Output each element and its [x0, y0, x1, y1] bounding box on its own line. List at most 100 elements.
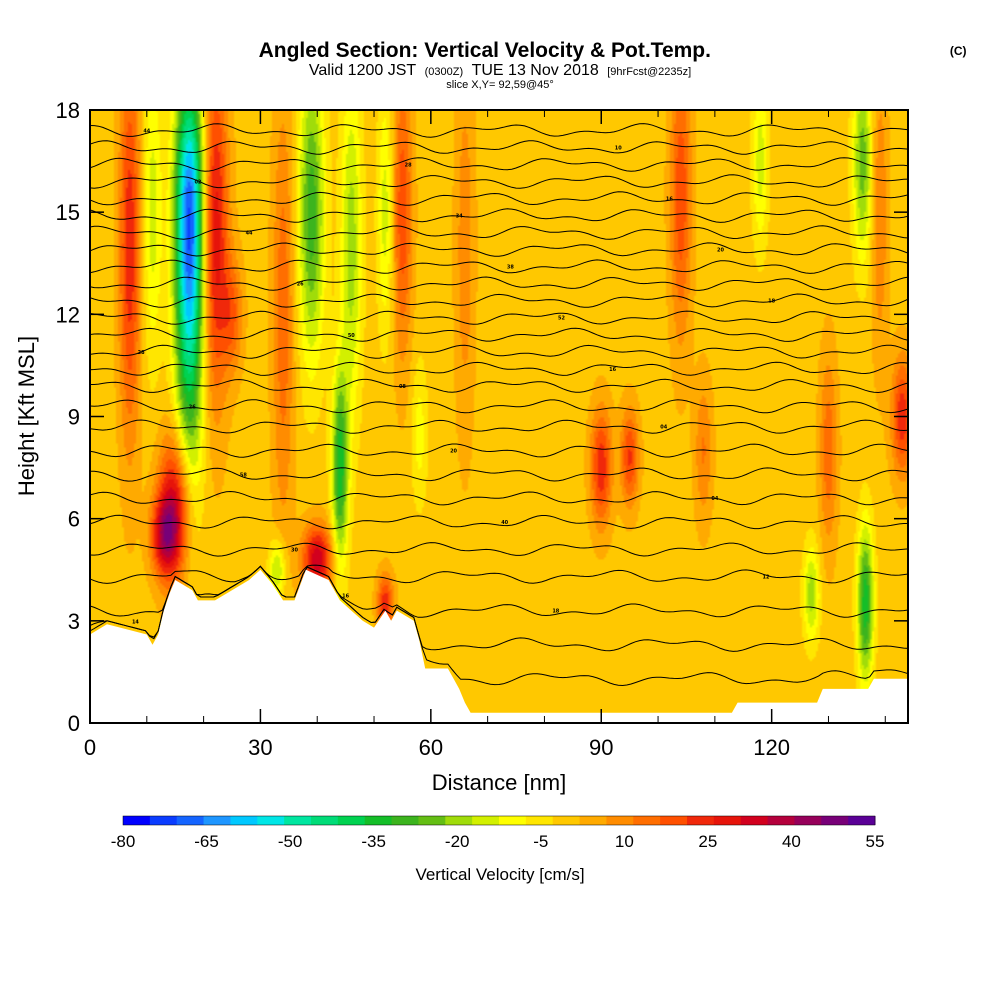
- isentrope-line: [90, 443, 908, 458]
- colorbar-tick-label: -65: [194, 832, 219, 851]
- isentrope-label: 12: [763, 575, 770, 581]
- isentrope-label: 04: [660, 425, 667, 431]
- isentrope-layer: 14 16 18 12 30 40 04 58 20 04 26 08 16 28 50 52 18 26 38 20…: [90, 123, 908, 687]
- isentrope-line: [90, 419, 908, 434]
- isentrope-label: 16: [609, 367, 616, 373]
- slice-label: slice X,Y= 92,59@45°: [446, 79, 554, 91]
- colorbar-tick-label: 55: [866, 832, 885, 851]
- y-axis: 0 3 6 9 12 15 18: [56, 98, 908, 736]
- colorbar-swatch: [687, 816, 715, 825]
- colorbar-swatch: [149, 816, 178, 825]
- colorbar-swatch: [848, 816, 876, 825]
- isentrope-label: 28: [405, 162, 412, 168]
- x-tick-label: 90: [589, 735, 613, 760]
- valid-date: TUE 13 Nov 2018: [472, 62, 599, 79]
- plot-area: 1416181230400458200426081628505218263820…: [56, 98, 909, 760]
- isentrope-label: 38: [507, 265, 514, 271]
- colorbar-swatch: [552, 816, 581, 825]
- colorbar-swatch: [230, 816, 258, 825]
- chart-title: Angled Section: Vertical Velocity & Pot.…: [259, 39, 711, 62]
- y-tick-label: 18: [56, 98, 80, 123]
- colorbar-swatch: [525, 816, 554, 825]
- isentrope-label: 50: [348, 333, 355, 339]
- y-tick-label: 12: [56, 302, 80, 327]
- isentrope-line: [90, 399, 908, 414]
- isentrope-label: 08: [399, 384, 406, 390]
- colorbar-swatch: [767, 816, 795, 825]
- colorbar-tick-label: -50: [278, 832, 303, 851]
- isentrope-line: [90, 327, 908, 342]
- y-tick-label: 6: [68, 507, 80, 532]
- colorbar-swatch: [740, 816, 769, 825]
- isentrope-line: [90, 293, 908, 308]
- isentrope-label: 02: [194, 180, 201, 186]
- colorbar-swatch: [311, 816, 339, 825]
- x-tick-label: 60: [419, 735, 443, 760]
- isentrope-label: 16: [342, 593, 349, 599]
- isentrope-line: [90, 225, 908, 240]
- colorbar-swatch: [794, 816, 822, 825]
- isentrope-label: 44: [143, 128, 150, 134]
- isentrope-label: 34: [456, 214, 463, 220]
- colorbar-swatch: [579, 816, 607, 825]
- colorbar-swatch: [176, 816, 205, 825]
- isentrope-label: 18: [768, 299, 775, 305]
- colorbar-swatch: [123, 816, 151, 825]
- isentrope-line: [90, 174, 908, 189]
- colorbar-tick-label: 40: [782, 832, 801, 851]
- isentrope-line: [90, 123, 908, 138]
- isentrope-line: [90, 208, 908, 223]
- colorbar-swatch: [499, 816, 527, 825]
- isentrope-label: 40: [501, 520, 508, 526]
- x-tick-label: 120: [753, 735, 790, 760]
- isentrope-label: 10: [615, 145, 622, 151]
- isentrope-line: [90, 361, 908, 376]
- isentrope-label: 14: [132, 619, 139, 625]
- colorbar-swatch: [257, 816, 285, 825]
- valid-utc: (0300Z): [425, 66, 464, 78]
- isentrope-label: 30: [291, 547, 298, 553]
- y-tick-label: 0: [68, 711, 80, 736]
- colorbar-swatch: [203, 816, 231, 825]
- y-tick-label: 15: [56, 200, 80, 225]
- colorbar-swatch: [364, 816, 393, 825]
- isentrope-line: [90, 140, 908, 155]
- terrain: [90, 569, 908, 723]
- colorbar: -80 -65 -50 -35 -20 -5 10 25 40 55: [111, 815, 885, 851]
- isentrope-label: 20: [450, 449, 457, 455]
- isentrope-line: [90, 276, 908, 291]
- y-axis-title: Height [Kft MSL]: [14, 336, 39, 496]
- isentrope-label: 26: [189, 404, 196, 410]
- isentrope-label: 18: [552, 609, 559, 615]
- isentrope-label: 58: [240, 472, 247, 478]
- isentrope-line: [90, 191, 908, 206]
- colorbar-tick-label: -35: [361, 832, 386, 851]
- y-tick-label: 9: [68, 405, 80, 430]
- colorbar-swatch: [606, 816, 634, 825]
- isentrope-line: [90, 157, 908, 172]
- colorbar-frame: [122, 815, 876, 826]
- isentrope-line: [90, 490, 908, 506]
- isentrope-line: [90, 344, 908, 359]
- colorbar-swatch: [418, 816, 446, 825]
- x-tick-label: 0: [84, 735, 96, 760]
- colorbar-tick-label: -5: [533, 832, 548, 851]
- colorbar-tick-label: 25: [698, 832, 717, 851]
- isentrope-line: [90, 514, 908, 530]
- isentrope-label: 04: [711, 496, 718, 502]
- colorbar-swatch: [472, 816, 500, 825]
- colorbar-swatch: [713, 816, 742, 825]
- isentrope-label: 28: [138, 350, 145, 356]
- isentrope-line: [90, 564, 908, 584]
- colorbar-swatch: [633, 816, 661, 825]
- chart-title-unit: (C): [950, 44, 967, 58]
- colorbar-swatch: [391, 816, 419, 825]
- isentrope-label: 16: [666, 197, 673, 203]
- y-tick-label: 3: [68, 609, 80, 634]
- isentrope-line: [90, 242, 908, 257]
- isentrope-line: [90, 565, 908, 618]
- forecast-label: [9hrFcst@2235z]: [607, 66, 691, 78]
- colorbar-title: Vertical Velocity [cm/s]: [415, 865, 584, 884]
- colorbar-swatch: [445, 816, 473, 825]
